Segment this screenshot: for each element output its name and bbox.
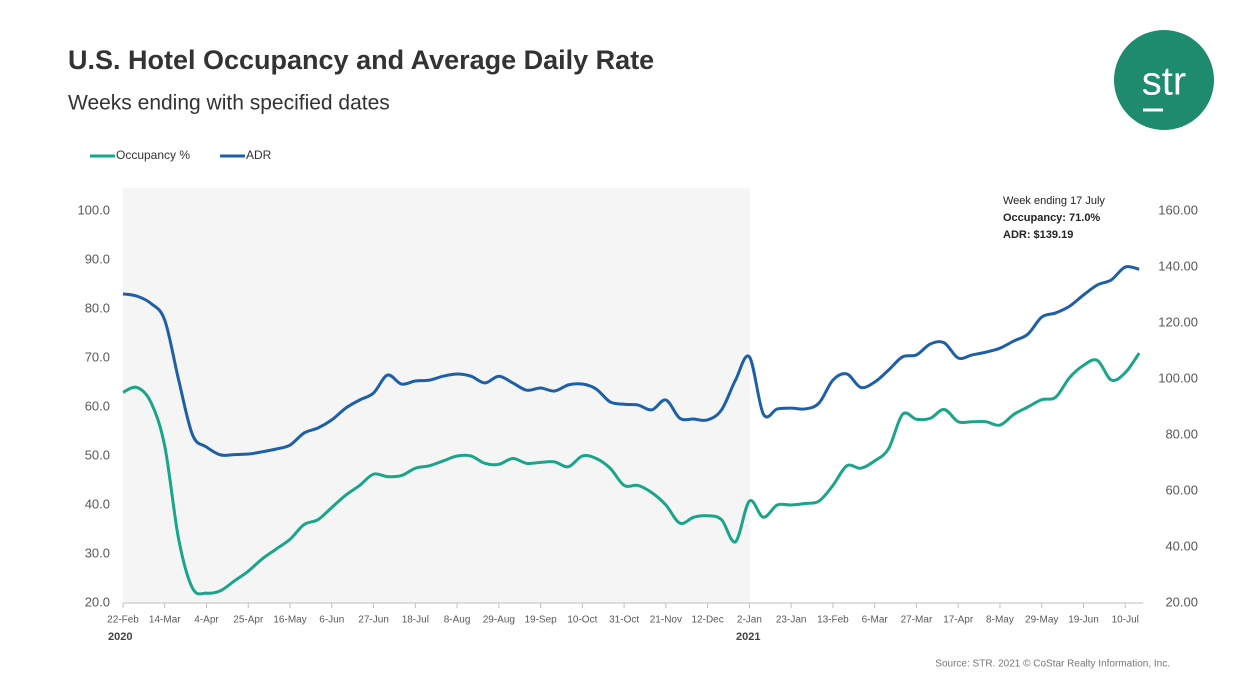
y2-tick-label: 80.00 [1165,426,1198,441]
y-tick-label: 70.0 [85,349,110,364]
y2-tick-label: 60.00 [1165,482,1198,497]
y2-tick-label: 40.00 [1165,538,1198,553]
x-tick-label: 18-Jul [402,615,429,626]
x-tick-label: 29-May [1025,615,1058,626]
y-tick-label: 30.0 [85,545,110,560]
legend-label: Occupancy % [116,148,190,162]
chart-title: U.S. Hotel Occupancy and Average Daily R… [68,45,654,75]
x-tick-label: 17-Apr [943,615,974,626]
x-tick-label: 13-Feb [817,615,849,626]
source-note: Source: STR. 2021 © CoStar Realty Inform… [935,659,1170,670]
logo-circle [1114,30,1214,130]
y-tick-label: 80.0 [85,300,110,315]
x-tick-label: 31-Oct [609,615,639,626]
line-series [122,352,1141,596]
x-tick-label: 25-Apr [233,615,264,626]
y2-tick-label: 160.00 [1158,202,1198,217]
annotation: Week ending 17 July [1003,195,1105,207]
y-tick-label: 100.0 [77,202,110,217]
x-tick-label: 8-Aug [444,615,471,626]
x-tick-label: 14-Mar [149,615,181,626]
shaded-period [123,188,750,603]
annotation: Occupancy: 71.0% [1003,212,1100,224]
x-tick-label: 6-Jun [319,615,344,626]
y-tick-label: 60.0 [85,398,110,413]
x-tick-label: 12-Dec [692,615,724,626]
x-tick-label: 2-Jan [737,615,762,626]
y-tick-label: 40.0 [85,496,110,511]
x-tick-label: 4-Apr [194,615,219,626]
y2-tick-label: 120.00 [1158,314,1198,329]
x-tick-label: 27-Jun [358,615,389,626]
chart-subtitle: Weeks ending with specified dates [68,92,390,115]
y2-tick-label: 20.00 [1165,594,1198,609]
year-label: 2020 [108,631,132,643]
x-tick-label: 27-Mar [901,615,933,626]
y2-tick-label: 100.00 [1158,370,1198,385]
legend-label: ADR [246,148,272,162]
year-label: 2021 [736,631,760,643]
x-tick-label: 10-Oct [567,615,597,626]
annotation: ADR: $139.19 [1003,229,1073,241]
x-tick-label: 8-May [986,615,1014,626]
x-tick-label: 10-Jul [1112,615,1139,626]
x-tick-label: 19-Jun [1068,615,1099,626]
x-tick-label: 23-Jan [776,615,807,626]
y-tick-label: 20.0 [85,594,110,609]
x-tick-label: 19-Sep [524,615,557,626]
y-tick-label: 50.0 [85,447,110,462]
x-tick-label: 6-Mar [862,615,889,626]
logo-text: str [1142,60,1186,104]
x-tick-label: 16-May [273,615,306,626]
x-tick-label: 21-Nov [650,615,682,626]
y2-tick-label: 140.00 [1158,258,1198,273]
x-tick-label: 29-Aug [483,615,515,626]
line-series [122,265,1140,457]
y-tick-label: 90.0 [85,251,110,266]
x-tick-label: 22-Feb [107,615,139,626]
